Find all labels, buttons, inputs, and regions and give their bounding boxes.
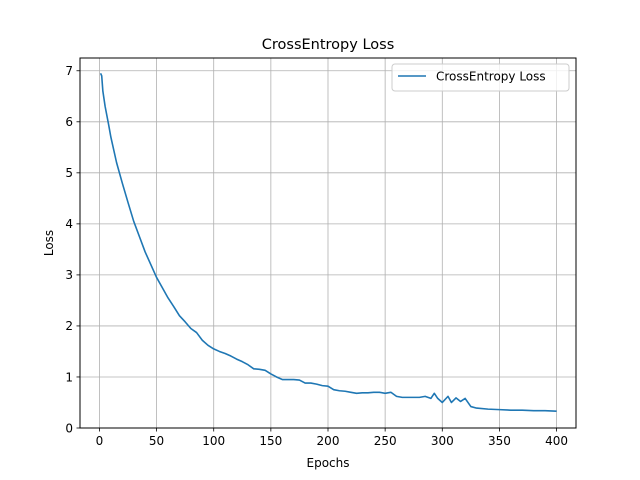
y-tick-label: 0 (65, 421, 73, 435)
x-tick-label: 50 (149, 434, 164, 448)
x-tick-label: 250 (374, 434, 397, 448)
y-tick-label: 4 (65, 217, 73, 231)
x-tick-label: 400 (545, 434, 568, 448)
y-tick-label: 5 (65, 166, 73, 180)
x-axis-label: Epochs (307, 456, 350, 470)
y-tick-label: 7 (65, 64, 73, 78)
series-layer (99, 72, 557, 412)
legend: CrossEntropy Loss (391, 63, 570, 92)
x-tick-label: 0 (96, 434, 104, 448)
x-tick-label: 100 (202, 434, 225, 448)
series-line-crossentropy-loss (99, 72, 557, 412)
x-tick-label: 150 (259, 434, 282, 448)
x-tick-label: 300 (431, 434, 454, 448)
y-tick-label: 6 (65, 115, 73, 129)
x-tick-label: 350 (488, 434, 511, 448)
y-tick-label: 1 (65, 370, 73, 384)
ticks: 0 50 100 150 200 250 300 350 400 0 1 2 3 4 5 6 7 (65, 64, 568, 448)
legend-box (391, 63, 570, 92)
x-tick-label: 200 (317, 434, 340, 448)
y-tick-label: 3 (65, 268, 73, 282)
chart-title: CrossEntropy Loss (262, 37, 395, 53)
legend-entry-crossentropy-loss: CrossEntropy Loss (436, 70, 546, 84)
y-tick-label: 2 (65, 319, 73, 333)
y-axis-label: Loss (42, 230, 56, 256)
